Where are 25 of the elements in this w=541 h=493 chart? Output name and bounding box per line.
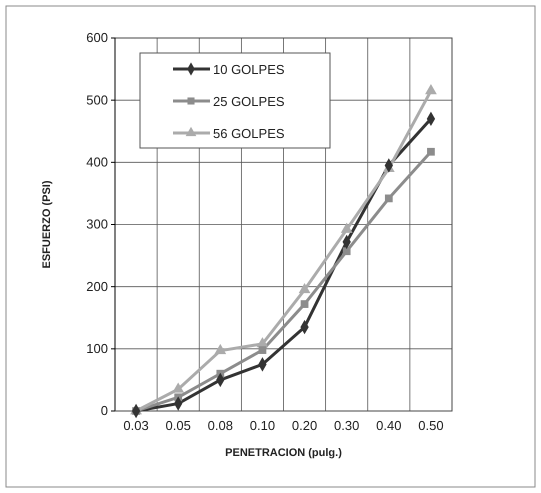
y-tick-label: 600 <box>86 30 108 46</box>
y-tick-label: 500 <box>86 92 108 108</box>
legend-label: 25 GOLPES <box>213 94 285 109</box>
x-tick-label: 0.50 <box>418 418 444 434</box>
y-tick-label: 100 <box>86 340 108 356</box>
x-tick-label: 0.03 <box>123 418 149 434</box>
x-tick-label: 0.10 <box>250 418 276 434</box>
y-tick-label: 300 <box>86 216 108 232</box>
y-tick-label: 400 <box>86 154 108 170</box>
x-axis-title: PENETRACION (pulg.) <box>225 447 342 459</box>
point <box>258 346 266 354</box>
y-tick-label: 0 <box>100 403 108 418</box>
legend-label: 10 GOLPES <box>213 62 285 77</box>
x-tick-label: 0.40 <box>376 418 402 434</box>
legend-label: 56 GOLPES <box>213 126 285 141</box>
point <box>384 194 393 202</box>
y-tick-label: 200 <box>86 278 108 294</box>
y-axis-title: ESFUERZO (PSI) <box>41 180 53 269</box>
point <box>342 247 351 256</box>
x-tick-label: 0.20 <box>292 418 318 434</box>
x-tick-label: 0.08 <box>208 418 233 434</box>
point <box>300 300 308 308</box>
x-tick-label: 0.30 <box>334 418 360 434</box>
point <box>427 148 435 156</box>
x-tick-label: 0.05 <box>166 418 191 434</box>
